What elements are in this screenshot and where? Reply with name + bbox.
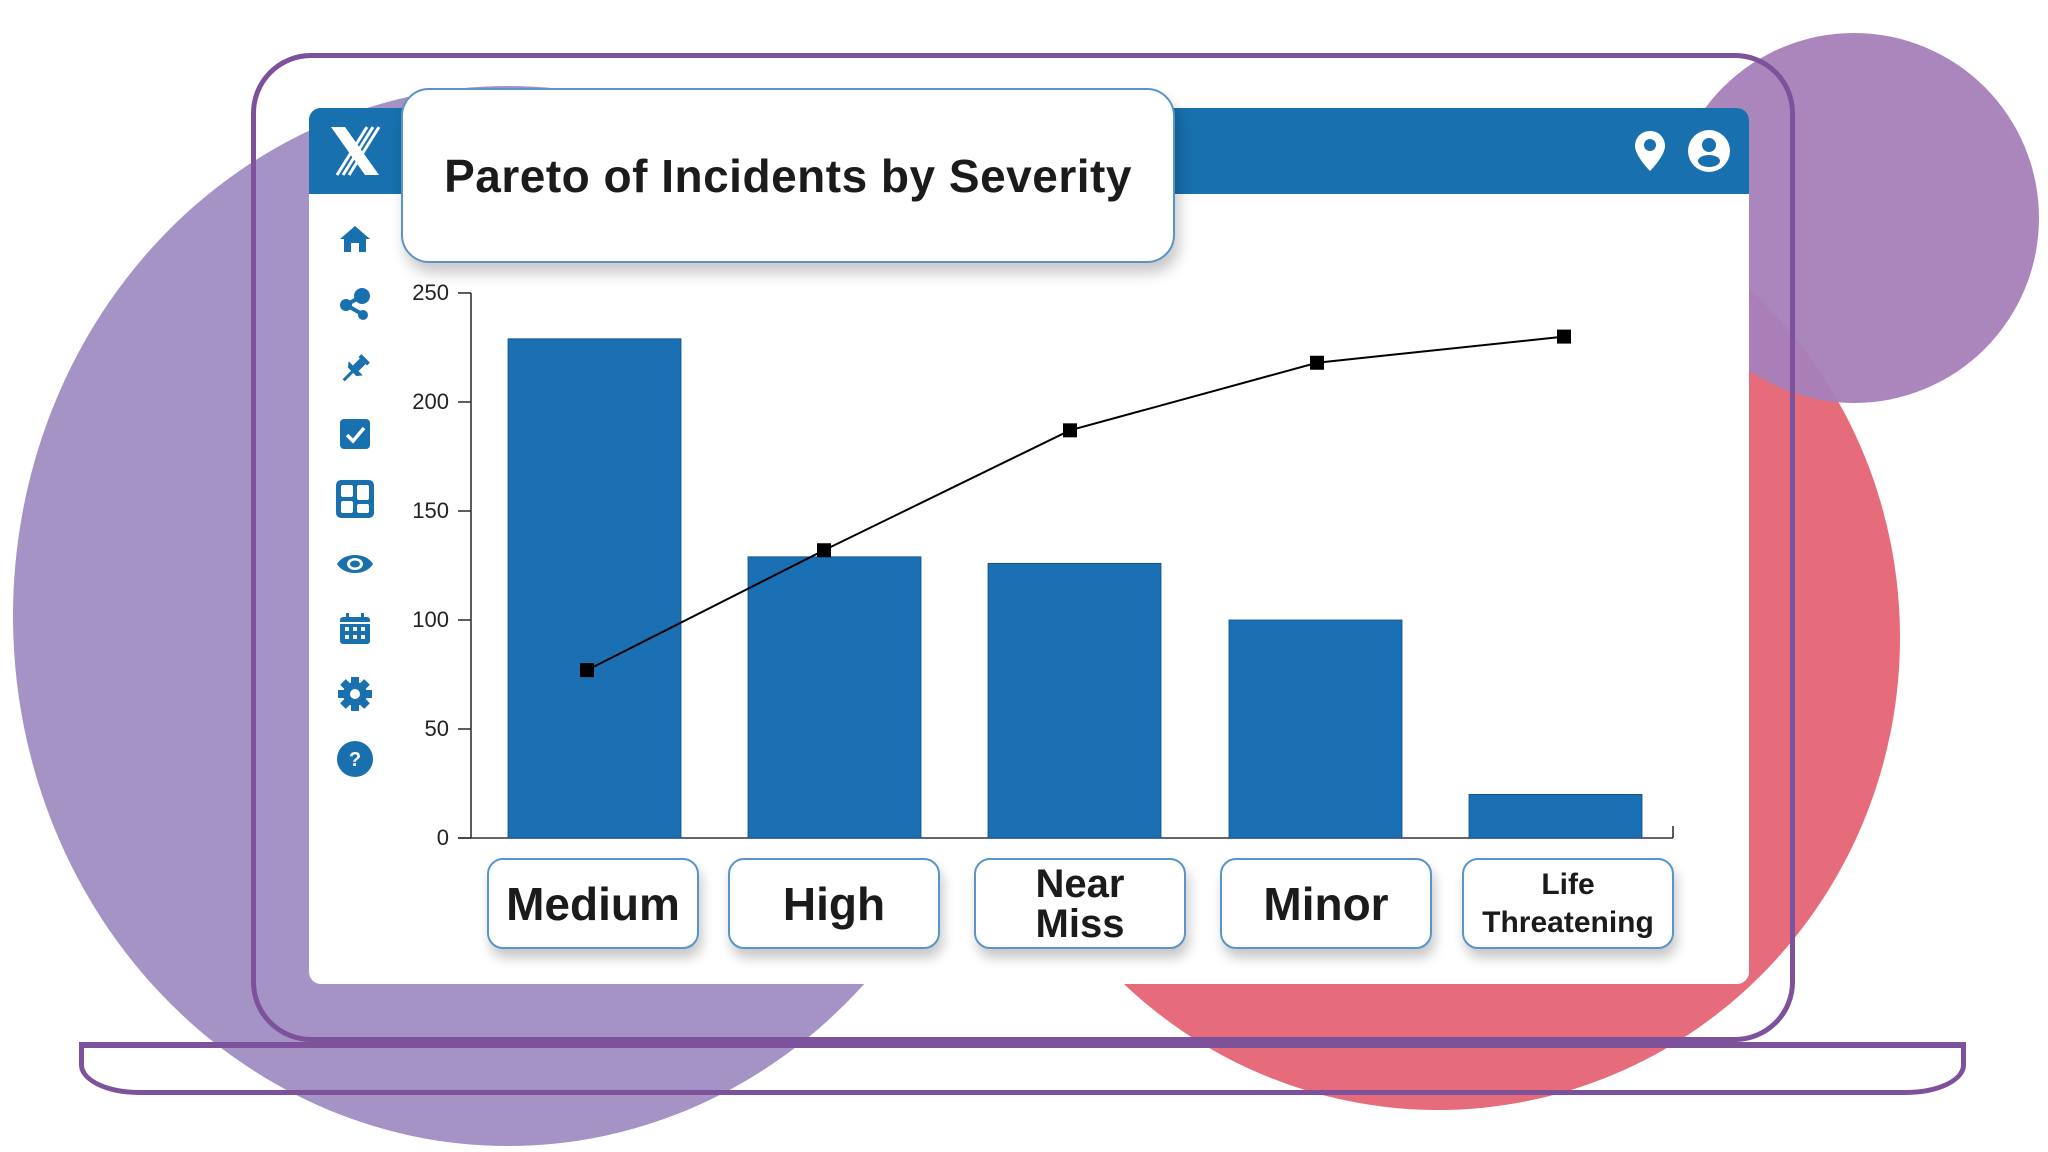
y-tick-label: 250 — [412, 280, 449, 305]
y-tick-label: 50 — [424, 716, 449, 741]
location-pin-icon[interactable] — [1627, 128, 1673, 174]
bar-near-miss[interactable] — [987, 562, 1162, 839]
chart-title: Pareto of Incidents by Severity — [444, 149, 1132, 202]
category-label-life-threatening[interactable]: Life Threatening — [1462, 858, 1674, 949]
category-text: Medium — [506, 877, 680, 930]
eye-icon[interactable] — [332, 541, 378, 587]
y-tick-label: 0 — [436, 825, 449, 850]
category-label-medium[interactable]: Medium — [487, 858, 699, 949]
line-marker-square[interactable] — [1063, 423, 1077, 438]
gear-icon[interactable] — [332, 671, 378, 717]
pushpin-icon[interactable] — [332, 346, 378, 392]
chart-title-card: Pareto of Incidents by Severity — [401, 88, 1175, 263]
line-marker-square[interactable] — [1310, 355, 1324, 370]
cumulative-line-series — [580, 329, 1571, 678]
x-logo-icon[interactable] — [309, 108, 401, 194]
category-text-line1: Life — [1541, 867, 1595, 901]
y-tick-label: 100 — [412, 607, 449, 632]
help-question-icon[interactable]: ? — [332, 736, 378, 782]
category-text-line2: Miss — [1035, 901, 1125, 946]
category-text: Minor — [1263, 877, 1389, 930]
bar-medium[interactable] — [507, 338, 682, 839]
category-text-line2: Threatening — [1482, 905, 1654, 939]
y-tick-label: 200 — [412, 389, 449, 414]
svg-text:?: ? — [349, 749, 361, 771]
category-text: High — [782, 877, 886, 930]
checkbox-icon[interactable] — [332, 411, 378, 457]
sidebar: ? — [309, 194, 401, 984]
category-text-line1: Near — [1035, 861, 1125, 906]
laptop-base-outline — [79, 1042, 1966, 1095]
bar-series — [507, 338, 1643, 839]
home-icon[interactable] — [332, 216, 378, 262]
bar-high[interactable] — [747, 556, 922, 839]
line-marker-square[interactable] — [817, 543, 831, 558]
category-label-high[interactable]: High — [728, 858, 940, 949]
bar-life-threatening[interactable] — [1468, 794, 1643, 839]
y-tick-label: 150 — [412, 498, 449, 523]
calendar-icon[interactable] — [332, 606, 378, 652]
share-nodes-icon[interactable] — [332, 281, 378, 327]
pareto-chart — [458, 292, 1674, 839]
user-account-icon[interactable] — [1686, 128, 1732, 174]
laptop-lid-outline — [251, 53, 1795, 1042]
category-label-minor[interactable]: Minor — [1220, 858, 1432, 949]
category-label-near-miss[interactable]: Near Miss — [974, 858, 1186, 949]
dashboard-layout-icon[interactable] — [332, 476, 378, 522]
line-marker-square[interactable] — [1557, 329, 1571, 344]
line-marker-square[interactable] — [580, 663, 594, 678]
bar-minor[interactable] — [1228, 619, 1403, 839]
